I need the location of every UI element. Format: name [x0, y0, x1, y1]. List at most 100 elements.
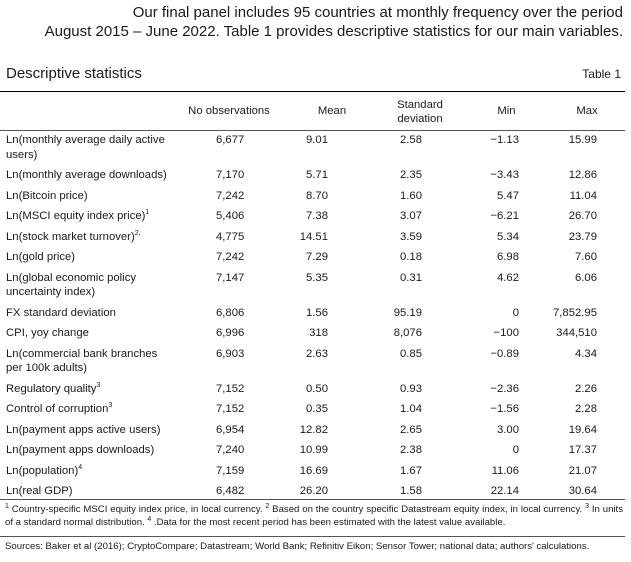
cell-min: 3.00 — [464, 421, 549, 442]
cell-max: 11.04 — [549, 187, 625, 208]
cell-standard-deviation-text: 0.18 — [400, 251, 422, 263]
table-row: Ln(population)4 7,159 16.69 1.67 11.06 21.07 — [0, 462, 625, 483]
cell-min: −0.89 — [464, 345, 549, 380]
cell-standard-deviation-text: 0.31 — [400, 271, 422, 284]
row-label: Regulatory quality3 — [0, 380, 170, 401]
table-body: Ln(monthly average daily active users) 6,… — [0, 131, 625, 503]
row-label: Ln(gold price) — [0, 248, 170, 269]
cell-min-text: 0 — [512, 444, 519, 456]
row-label: Ln(real GDP) — [0, 482, 170, 503]
cell-min: −1.13 — [464, 131, 549, 166]
cell-observations-text: 7,147 — [216, 271, 245, 284]
cell-observations-text: 7,242 — [216, 189, 245, 202]
row-label: Ln(payment apps downloads) — [0, 441, 170, 462]
cell-mean-text: 14.51 — [299, 230, 328, 243]
cell-standard-deviation-text: 0.85 — [400, 347, 422, 360]
cell-mean: 5.71 — [288, 166, 376, 187]
cell-observations-text: 6,903 — [216, 347, 245, 360]
cell-max-text: 344,510 — [556, 327, 597, 339]
cell-max-text: 30.64 — [568, 485, 597, 497]
cell-min-text: 6.98 — [497, 251, 519, 263]
table-row: Ln(MSCI equity index price)1 5,406 7.38 3.0… — [0, 207, 625, 228]
table-row: FX standard deviation 6,806 1.56 95.19 0 7,85… — [0, 304, 625, 325]
cell-min: 22.14 — [464, 482, 549, 503]
cell-mean: 0.35 — [288, 400, 376, 421]
cell-max-text: 11.04 — [569, 189, 597, 202]
cell-standard-deviation: 0.18 — [376, 248, 464, 269]
cell-mean-text: 7.38 — [306, 210, 328, 222]
cell-min: −1.56 — [464, 400, 549, 421]
cell-observations-text: 7,159 — [216, 464, 245, 477]
header-sd-text: Standard deviation — [397, 99, 443, 125]
row-label-text: Ln(commercial bank branches per 100k adu… — [6, 347, 158, 375]
row-label: Ln(global economic policy uncertainty in… — [0, 269, 170, 304]
cell-mean: 14.51 — [288, 228, 376, 249]
cell-min: 11.06 — [464, 462, 549, 483]
cell-observations: 7,170 — [170, 166, 288, 187]
cell-standard-deviation-text: 3.59 — [400, 230, 422, 243]
table-row: Ln(monthly average downloads) 7,170 5.71 2.… — [0, 166, 625, 187]
table-row: Ln(payment apps downloads) 7,240 10.99 2.38… — [0, 441, 625, 462]
cell-standard-deviation-text: 3.07 — [400, 210, 422, 222]
cell-observations-text: 6,677 — [216, 134, 245, 146]
row-label-text: CPI, yoy change — [6, 327, 89, 339]
cell-max-text: 12.86 — [568, 169, 597, 181]
cell-min-text: −6.21 — [490, 210, 519, 222]
footnote-4-mark: 4 — [147, 515, 152, 523]
table-number: Table 1 — [582, 67, 621, 81]
cell-max: 19.64 — [549, 421, 625, 442]
footnote-1: Country-specific MSCI equity index price… — [8, 504, 266, 515]
table-header-row: No observations Mean Standard deviation … — [0, 92, 625, 130]
cell-min-text: 5.34 — [497, 230, 519, 243]
row-label: Ln(population)4 — [0, 462, 170, 483]
table-row: Ln(Bitcoin price) 7,242 8.70 1.60 5.47 11.04 — [0, 187, 625, 208]
table-row: Ln(stock market turnover)2, 4,775 14.51 3.5… — [0, 228, 625, 249]
cell-min-text: −100 — [493, 327, 519, 339]
table-row: Ln(gold price) 7,242 7.29 0.18 6.98 7.60 — [0, 248, 625, 269]
cell-standard-deviation-text: 1.04 — [400, 403, 422, 415]
cell-standard-deviation: 1.60 — [376, 187, 464, 208]
table-row: Ln(payment apps active users) 6,954 12.82 2… — [0, 421, 625, 442]
table-title: Descriptive statistics — [6, 65, 142, 82]
cell-min: −6.21 — [464, 207, 549, 228]
row-label-footnote-mark: 3 — [96, 381, 101, 389]
cell-standard-deviation: 1.04 — [376, 400, 464, 421]
table-row: Regulatory quality3 7,152 0.50 0.93 −2.36 2.2… — [0, 380, 625, 401]
cell-max: 17.37 — [549, 441, 625, 462]
cell-observations: 5,406 — [170, 207, 288, 228]
cell-mean-text: 2.63 — [306, 347, 328, 360]
cell-standard-deviation-text: 2.65 — [400, 423, 422, 436]
cell-min: 4.62 — [464, 269, 549, 304]
cell-observations: 6,482 — [170, 482, 288, 503]
cell-mean: 7.29 — [288, 248, 376, 269]
row-label: Ln(Bitcoin price) — [0, 187, 170, 208]
cell-observations-text: 7,170 — [216, 169, 245, 181]
cell-mean-text: 10.99 — [299, 444, 328, 456]
cell-observations: 6,954 — [170, 421, 288, 442]
cell-mean: 318 — [288, 324, 376, 345]
cell-mean-text: 5.71 — [306, 169, 328, 181]
cell-max-text: 2.28 — [575, 403, 597, 415]
header-max: Max — [576, 105, 598, 117]
cell-mean-text: 12.82 — [299, 423, 328, 436]
cell-observations: 7,242 — [170, 187, 288, 208]
footnote-1-mark: 1 — [5, 502, 9, 510]
cell-mean: 9.01 — [288, 131, 376, 166]
row-label: Ln(payment apps active users) — [0, 421, 170, 442]
cell-standard-deviation-text: 1.58 — [400, 485, 422, 497]
table-title-row: Descriptive statistics Table 1 — [0, 61, 623, 91]
cell-min: 6.98 — [464, 248, 549, 269]
cell-mean-text: 26.20 — [299, 485, 328, 497]
row-label-text: Ln(real GDP) — [6, 485, 73, 497]
row-label-text: Control of corruption — [6, 403, 109, 415]
cell-standard-deviation: 1.58 — [376, 482, 464, 503]
table-row: CPI, yoy change 6,996 318 8,076 −100 344,510 — [0, 324, 625, 345]
cell-max: 21.07 — [549, 462, 625, 483]
cell-min-text: 4.62 — [497, 271, 519, 284]
cell-mean: 1.56 — [288, 304, 376, 325]
cell-standard-deviation-text: 1.60 — [400, 189, 422, 202]
cell-standard-deviation-text: 2.38 — [400, 444, 422, 456]
cell-max-text: 7,852.95 — [553, 306, 597, 319]
cell-standard-deviation: 0.93 — [376, 380, 464, 401]
row-label: Ln(MSCI equity index price)1 — [0, 207, 170, 228]
